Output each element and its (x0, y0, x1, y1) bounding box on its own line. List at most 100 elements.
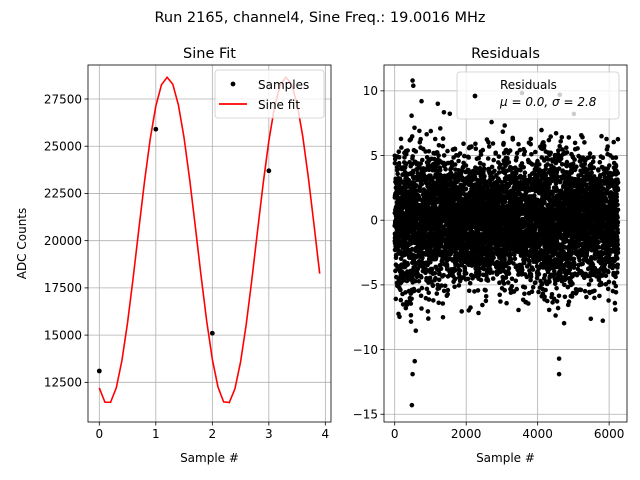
residual-point (501, 281, 507, 286)
residual-point (498, 299, 503, 304)
residual-point (462, 266, 468, 272)
residual-point (491, 157, 497, 163)
residual-point (516, 307, 521, 313)
residual-point (505, 155, 510, 161)
residual-point (481, 162, 486, 168)
residual-point (440, 136, 446, 141)
residual-point (457, 151, 463, 156)
residual-point (546, 307, 552, 313)
residual-point (447, 111, 453, 117)
residual-point (533, 280, 538, 285)
residual-point (415, 266, 421, 272)
residual-point (445, 148, 450, 154)
residual-point (555, 305, 561, 311)
residual-point (522, 170, 528, 175)
residual-point (474, 166, 479, 171)
residual-point (562, 294, 568, 300)
x-tick-label: 4 (322, 427, 330, 441)
residual-point (443, 167, 448, 172)
residual-point (456, 178, 462, 183)
residual-point (553, 131, 559, 136)
sample-point (96, 368, 102, 374)
legend-label-sinefit: Sine fit (258, 98, 300, 112)
residual-point (549, 292, 555, 297)
residual-point (500, 129, 506, 134)
residual-point (476, 155, 482, 161)
residual-point (526, 301, 531, 306)
residual-point (398, 136, 404, 142)
residual-point (428, 128, 434, 134)
residual-point (409, 296, 414, 302)
residual-point (467, 280, 473, 286)
y-tick-label: 20000 (44, 234, 82, 248)
y-tick-label: 17500 (44, 281, 82, 295)
residual-point (445, 287, 451, 293)
residual-point (429, 267, 435, 272)
residual-point (462, 153, 467, 159)
residual-point (553, 313, 558, 318)
residual-point (397, 314, 402, 320)
residual-point (439, 283, 444, 288)
residual-point (492, 168, 497, 174)
residual-point (417, 128, 422, 134)
chart-1: 0 2000 4000 6000−15−10−50510ResidualsSample… (353, 46, 628, 465)
residual-point (509, 283, 515, 289)
residual-point (423, 149, 428, 154)
residual-point (497, 292, 503, 298)
residual-point (441, 272, 447, 278)
residual-point (452, 146, 458, 152)
residual-point (473, 146, 479, 151)
residual-point (436, 277, 442, 283)
residual-point (489, 119, 494, 125)
residual-point (409, 134, 415, 139)
residual-point (486, 144, 492, 149)
residual-point (476, 266, 482, 271)
residual-point (401, 278, 406, 283)
residual-point (413, 328, 419, 334)
residual-point (413, 278, 418, 284)
residual-point (405, 262, 411, 267)
plot-area (96, 75, 321, 404)
residual-point (427, 275, 433, 281)
residual-point (399, 145, 404, 150)
residual-point (548, 134, 553, 139)
legend-label-samples: Samples (258, 78, 309, 92)
residual-point (514, 286, 519, 292)
residual-point (403, 185, 409, 190)
residual-point (530, 285, 536, 290)
residual-point (395, 171, 401, 177)
residual-point (561, 320, 567, 326)
residual-point (457, 268, 463, 273)
residual-point (433, 164, 439, 170)
axes-title: Sine Fit (183, 46, 236, 62)
residual-point (449, 159, 455, 165)
residual-point (452, 162, 458, 167)
residual-point (419, 274, 424, 280)
residual-point (428, 260, 433, 265)
residual-point (416, 279, 422, 284)
residual-point (441, 288, 447, 294)
residual-point (418, 293, 424, 299)
residual-point (438, 266, 444, 272)
residual-point (426, 316, 431, 321)
residual-point (564, 145, 569, 150)
residual-point (410, 154, 416, 159)
residual-point (496, 154, 502, 159)
residual-point (408, 319, 414, 324)
residual-point (398, 297, 404, 303)
residual-point (556, 293, 562, 299)
residual-point (502, 123, 508, 128)
y-tick-label: 27500 (44, 92, 82, 106)
residual-point (490, 270, 495, 275)
residual-point (501, 140, 506, 146)
residual-point (435, 101, 441, 107)
residual-point (408, 301, 414, 306)
sample-point (209, 330, 215, 336)
residual-point (521, 165, 526, 170)
residual-point (566, 135, 572, 140)
residual-point (567, 267, 573, 272)
residual-point (444, 264, 450, 270)
residual-point (482, 174, 487, 179)
residual-point (452, 284, 457, 290)
